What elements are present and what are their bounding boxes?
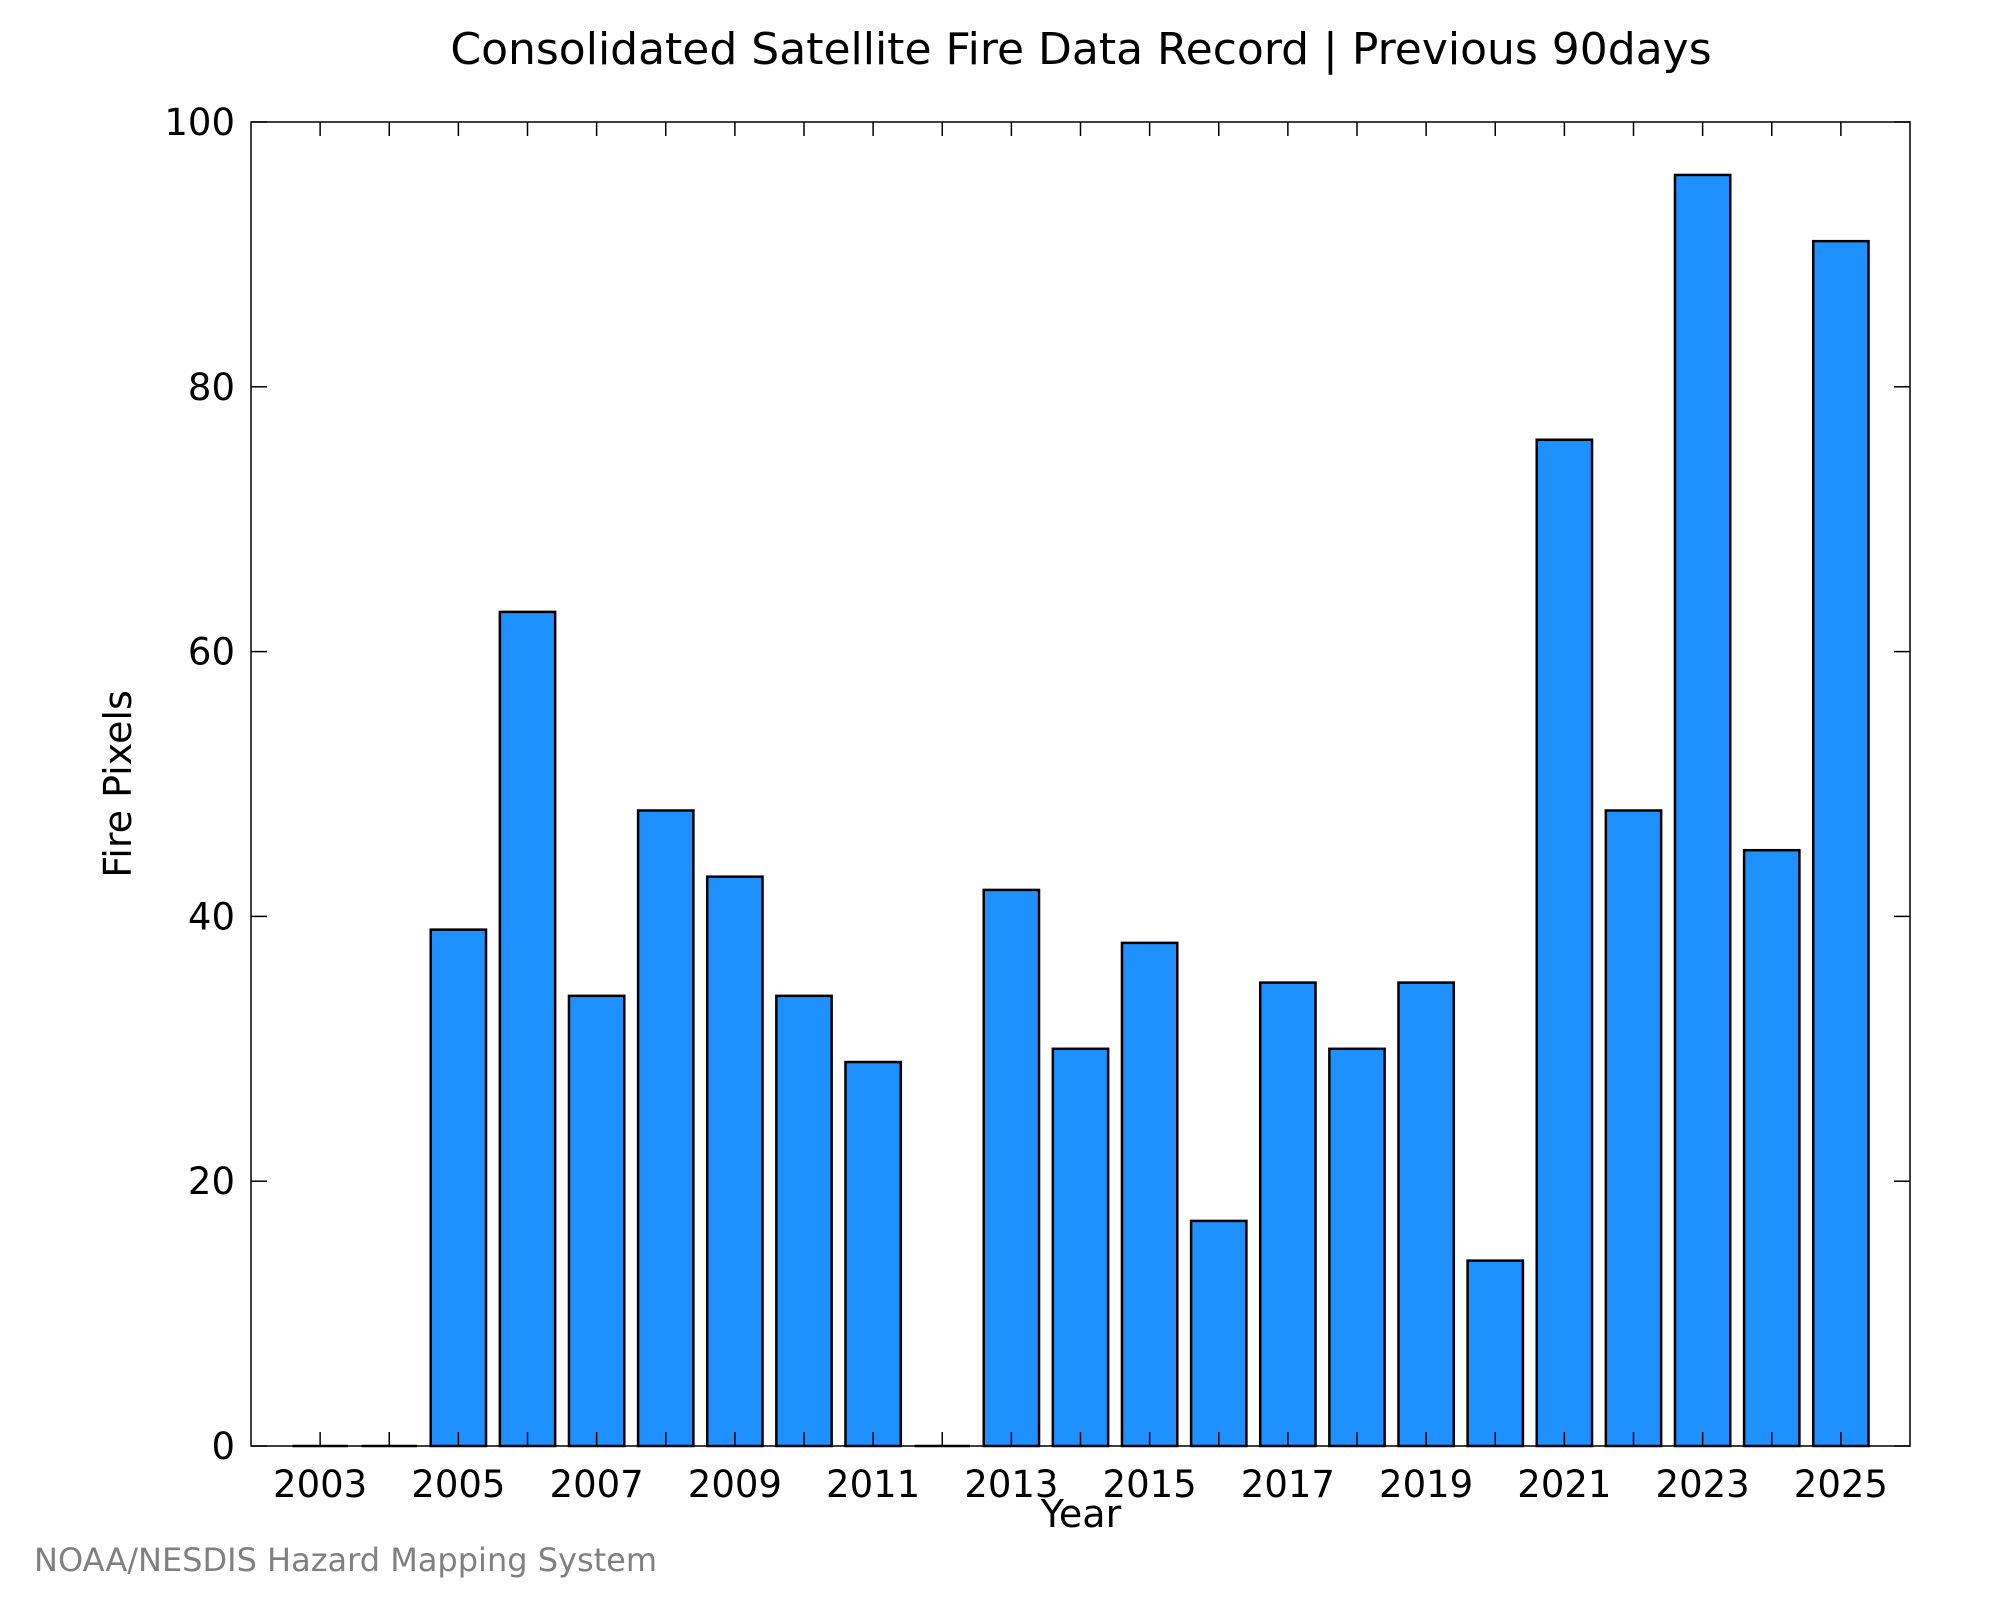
bar-2011 <box>844 1060 903 1448</box>
bar-2005 <box>429 928 488 1448</box>
x-tick-label: 2003 <box>273 1463 367 1506</box>
x-axis-label: Year <box>1040 1492 1122 1536</box>
x-tick-label: 2009 <box>688 1463 782 1506</box>
x-tick-label: 2011 <box>826 1463 920 1506</box>
bar-2009 <box>705 875 764 1448</box>
x-tick-label: 2005 <box>411 1463 505 1506</box>
bar-2008 <box>636 809 695 1448</box>
y-tick-label: 60 <box>188 631 235 674</box>
bar-2016 <box>1189 1219 1248 1448</box>
plot-frame <box>250 121 1911 1447</box>
x-tick-label: 2023 <box>1656 1463 1750 1506</box>
x-tick-label: 2025 <box>1794 1463 1888 1506</box>
bar-2007 <box>567 994 626 1448</box>
bar-2021 <box>1535 438 1594 1448</box>
bar-2023 <box>1673 173 1732 1448</box>
bar-2025 <box>1811 239 1870 1448</box>
y-axis-label: Fire Pixels <box>96 690 140 878</box>
bar-2020 <box>1466 1259 1525 1448</box>
y-tick-label: 80 <box>188 366 235 409</box>
bar-2010 <box>775 994 833 1448</box>
y-tick-label: 40 <box>188 895 235 938</box>
x-tick-label: 2021 <box>1517 1463 1611 1506</box>
bar-2013 <box>982 888 1041 1448</box>
chart-title: Consolidated Satellite Fire Data Record … <box>450 24 1711 75</box>
footer-credit: NOAA/NESDIS Hazard Mapping System <box>34 1541 657 1579</box>
bar-2014 <box>1051 1047 1110 1448</box>
ticks-layer: 0 20 40 60 80 100 2003 2005 2007 2009 2011 2013 2015… <box>164 101 1910 1506</box>
bar-2006 <box>498 610 557 1448</box>
x-tick-label: 2007 <box>550 1463 644 1506</box>
bar-2015 <box>1120 941 1179 1448</box>
bar-2022 <box>1604 809 1663 1448</box>
y-tick-label: 20 <box>188 1160 235 1203</box>
x-tick-label: 2013 <box>964 1463 1058 1506</box>
bars-layer <box>292 173 1870 1448</box>
bar-2017 <box>1258 981 1317 1448</box>
x-tick-label: 2015 <box>1103 1463 1197 1506</box>
bar-2024 <box>1742 848 1801 1448</box>
bar-2018 <box>1328 1047 1386 1448</box>
x-tick-label: 2019 <box>1379 1463 1473 1506</box>
bar-2019 <box>1397 981 1456 1448</box>
y-tick-label: 0 <box>211 1425 235 1468</box>
y-tick-label: 100 <box>164 101 235 144</box>
x-tick-label: 2017 <box>1241 1463 1335 1506</box>
